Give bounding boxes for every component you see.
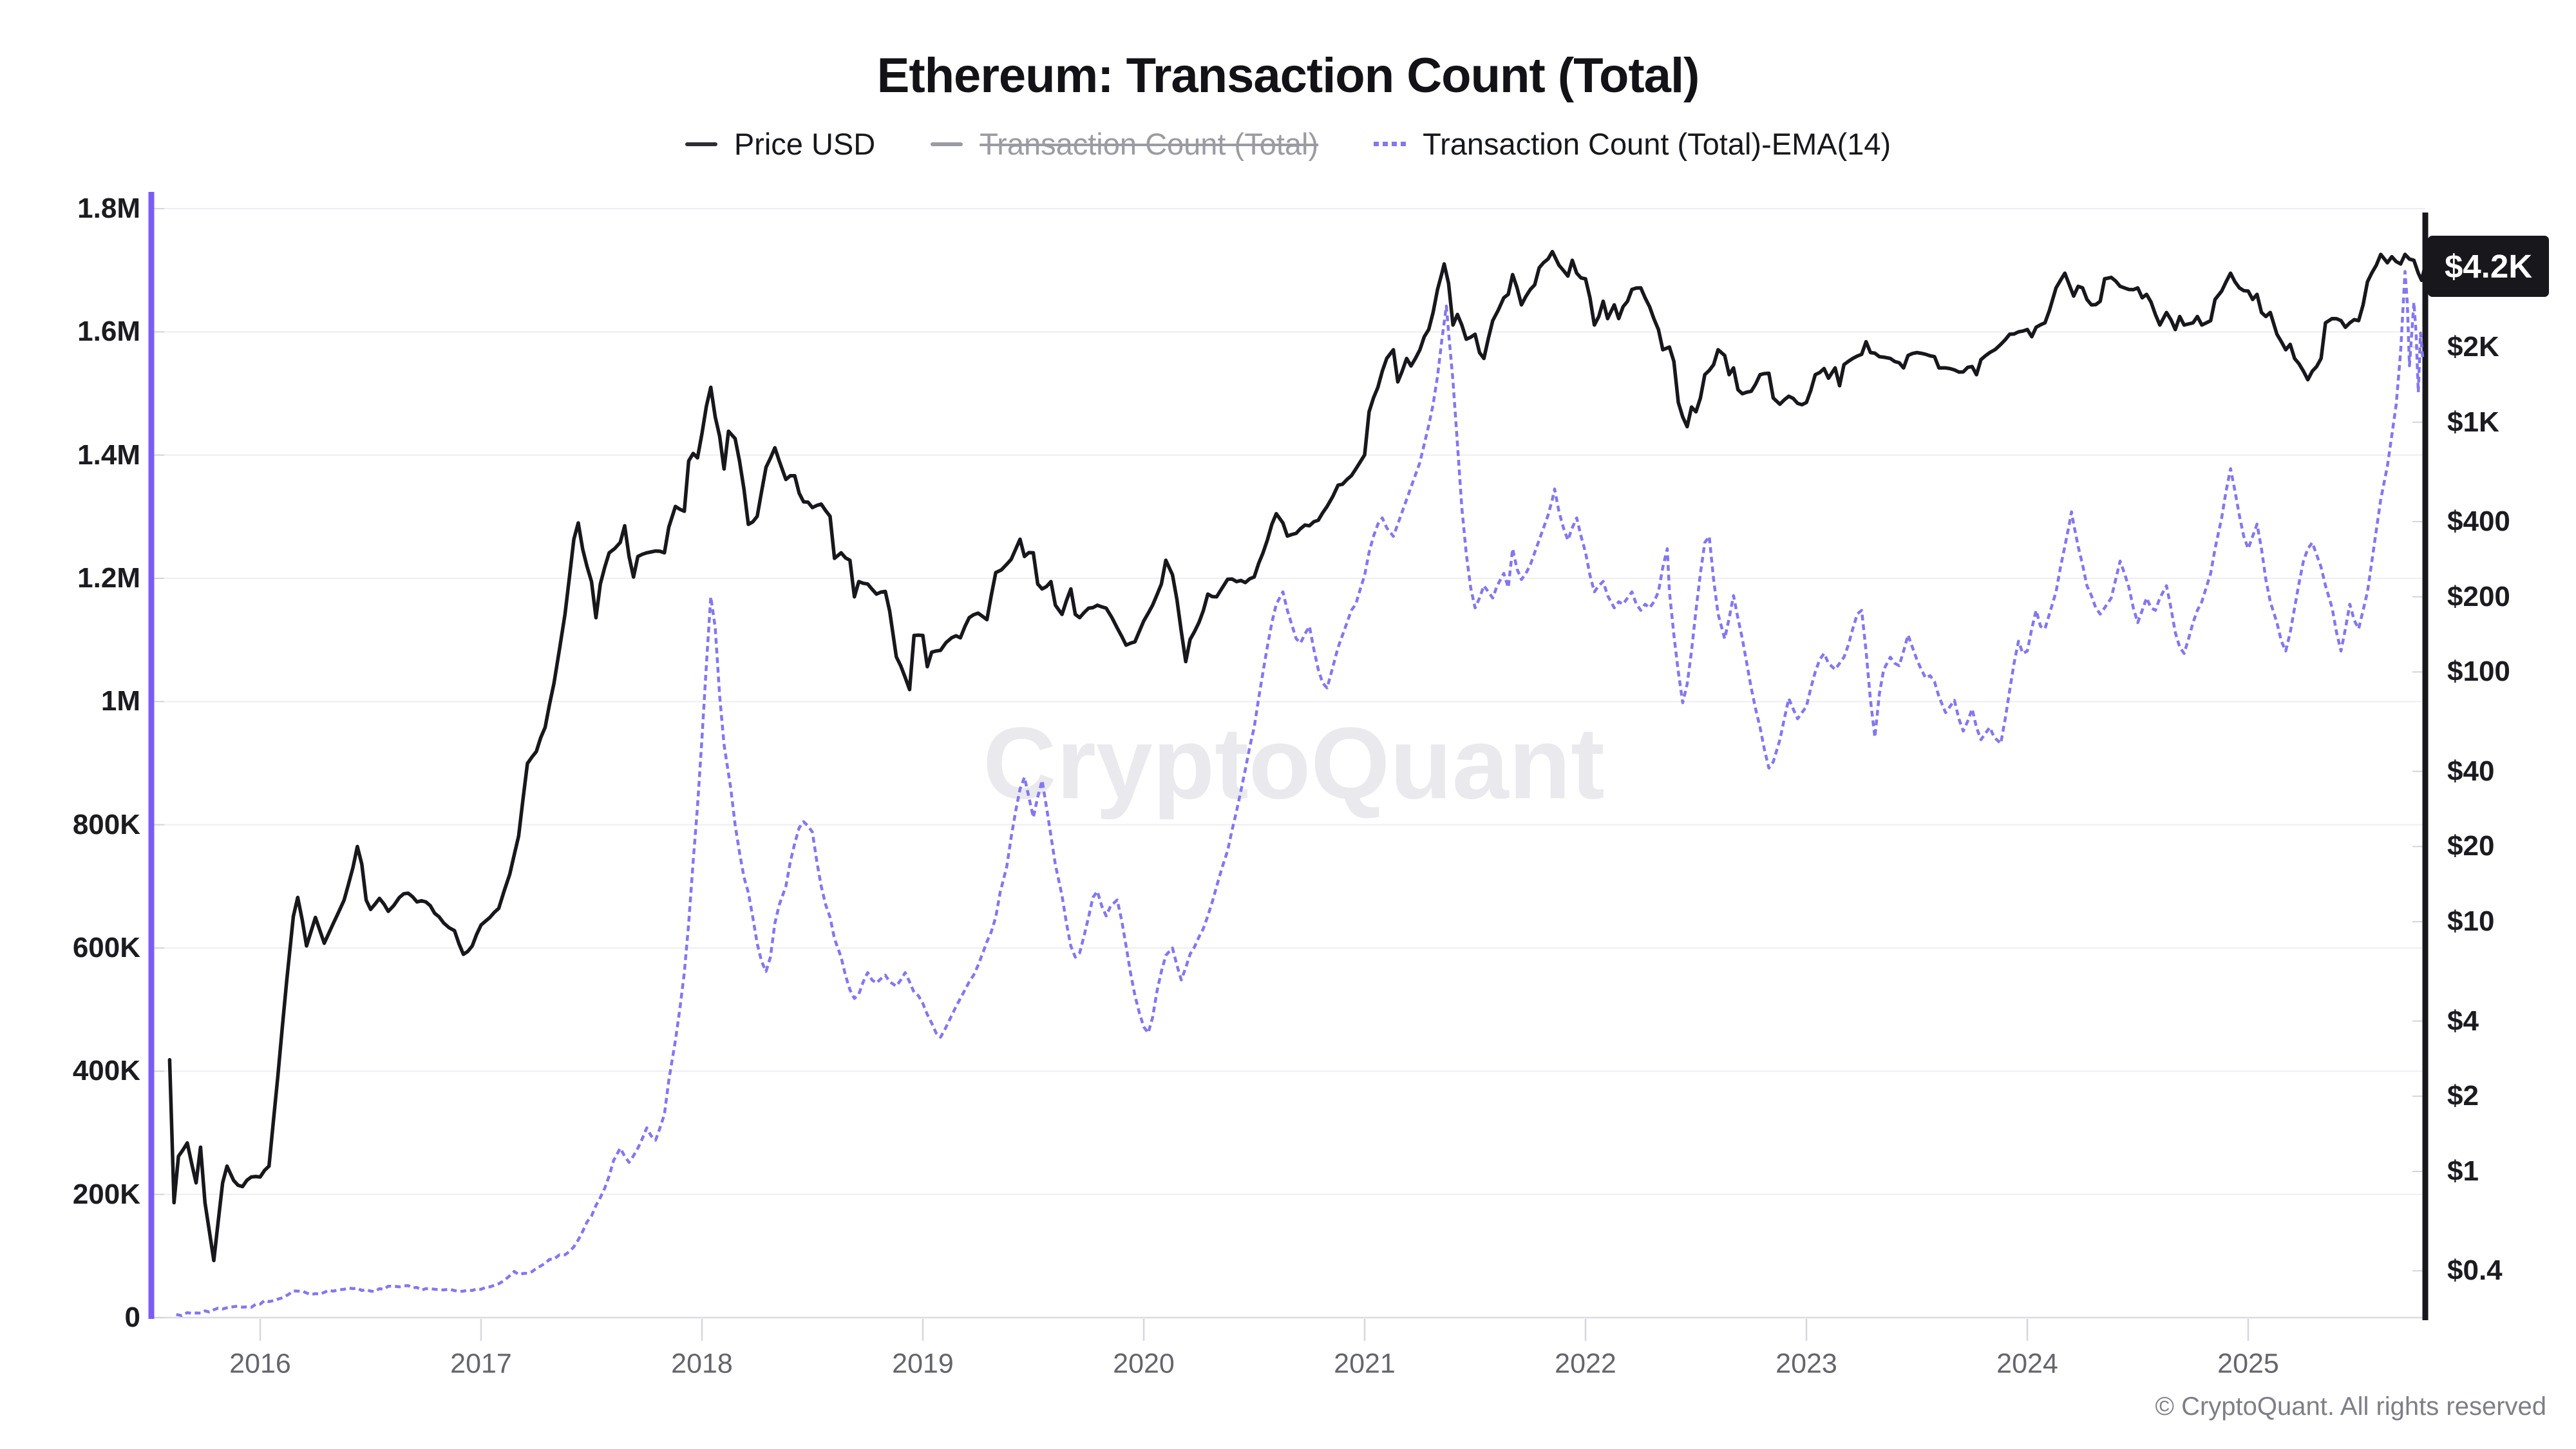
x-axis-year-label: 2022 (1555, 1348, 1616, 1379)
left-axis-tick-label: 600K (72, 932, 140, 963)
right-axis-tick-label: $200 (2447, 580, 2510, 612)
x-axis-year-label: 2024 (1996, 1348, 2058, 1379)
x-axis-year-label: 2019 (892, 1348, 954, 1379)
left-axis-tick-label: 1.6M (77, 316, 140, 348)
right-axis-tick-label: $0.4 (2447, 1255, 2503, 1287)
right-axis-tick-label: $1 (2447, 1155, 2479, 1187)
right-axis-tick-label: $2 (2447, 1080, 2479, 1112)
last-price-badge: $4.2K (2428, 236, 2549, 298)
price-line-swatch-icon (685, 142, 717, 146)
left-axis-tick-label: 800K (72, 808, 140, 840)
legend: Price USD Transaction Count (Total) Tran… (0, 126, 2576, 162)
left-axis-tick-label: 1.2M (77, 562, 140, 594)
left-axis-tick-label: 1M (100, 685, 140, 717)
watermark-logo: CryptoQuant (983, 706, 1605, 820)
legend-item-transaction-count[interactable]: Transaction Count (Total) (931, 126, 1318, 162)
legend-label: Price USD (734, 127, 876, 161)
legend-item-price-usd[interactable]: Price USD (685, 126, 875, 162)
x-axis-year-label: 2017 (450, 1348, 512, 1379)
right-axis-tick-label: $10 (2447, 905, 2495, 938)
right-axis-tick-label: $2K (2447, 330, 2499, 363)
x-axis-year-label: 2025 (2217, 1348, 2279, 1379)
gridlines (151, 208, 2425, 1319)
legend-label: Transaction Count (Total)-EMA(14) (1423, 127, 1891, 161)
legend-label: Transaction Count (Total) (980, 127, 1319, 161)
legend-item-transaction-count-ema[interactable]: Transaction Count (Total)-EMA(14) (1374, 126, 1891, 162)
right-axis-tick-label: $1K (2447, 406, 2499, 438)
left-axis-tick-label: 200K (72, 1178, 140, 1210)
left-axis-tick-label: 0 (124, 1302, 140, 1333)
x-axis-year-label: 2016 (229, 1348, 291, 1379)
transaction-count-ema-line (176, 270, 2425, 1318)
x-axis-year-label: 2023 (1776, 1348, 1837, 1379)
right-axis-tick-label: $4 (2447, 1005, 2479, 1037)
right-axis-tick-label: $20 (2447, 830, 2495, 862)
transaction-count-swatch-icon (931, 142, 963, 146)
left-axis-tick-label: 400K (72, 1055, 140, 1087)
chart-title: Ethereum: Transaction Count (Total) (876, 48, 1700, 103)
right-axis-tick-label: $100 (2447, 656, 2510, 688)
right-axis-tick-label: $400 (2447, 505, 2510, 537)
copyright-footer: © CryptoQuant. All rights reserved (2155, 1392, 2547, 1421)
x-axis-year-label: 2020 (1113, 1348, 1175, 1379)
x-axis-ticks (154, 208, 2423, 1341)
right-axis-tick-label: $40 (2447, 755, 2495, 787)
left-axis-tick-label: 1.4M (77, 439, 140, 471)
x-axis-year-label: 2018 (671, 1348, 733, 1379)
left-axis-tick-label: 1.8M (77, 193, 140, 224)
ema-line-swatch-icon (1374, 142, 1406, 146)
price-usd-line (167, 249, 2427, 1263)
x-axis-year-label: 2021 (1334, 1348, 1396, 1379)
